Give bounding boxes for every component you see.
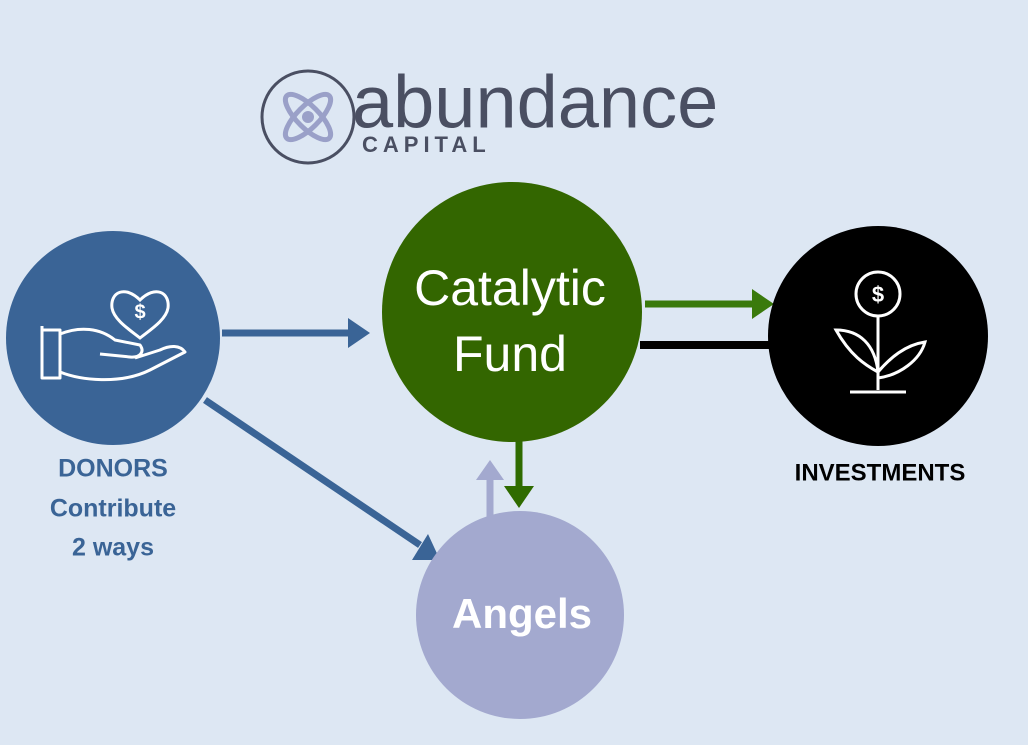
arrow-head [348,318,370,348]
arrow-line [203,397,422,548]
donors-node: $ DONORS Contribute 2 ways [6,231,220,562]
node-label: 2 ways [72,534,154,562]
hand-icon [40,326,187,382]
arrow-head [412,534,440,560]
icon-symbol: $ [134,301,145,323]
angels-node: Angels [416,511,624,719]
plant-icon [833,316,928,394]
logo-name: abundance [352,61,718,144]
node-label: Contribute [50,495,176,523]
arrow-head [504,486,534,508]
logo-tagline: CAPITAL [362,132,491,157]
arrow-head [752,289,774,319]
node-label: DONORS [58,455,168,483]
logo-ring [260,69,356,165]
logo-core [302,111,314,123]
node-label: Angels [452,590,592,637]
logo: abundance CAPITAL [260,61,718,165]
node-circle [382,182,642,442]
logo-orbit [282,91,334,143]
node-circle [416,511,624,719]
node-label: Catalytic [414,260,606,316]
heart-icon [110,290,170,340]
investments-node: $ INVESTMENTS [768,226,988,486]
node-label: INVESTMENTS [795,459,966,486]
logo-orbit [282,91,334,143]
fund-node: Catalytic Fund [382,182,642,442]
arrow-head [476,460,504,480]
icon-symbol: $ [872,282,884,307]
node-label: Fund [453,326,567,382]
arrows [203,289,775,560]
